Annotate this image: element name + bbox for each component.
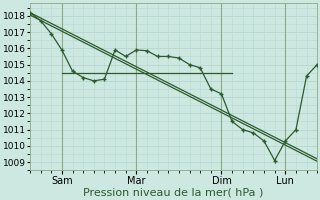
X-axis label: Pression niveau de la mer( hPa ): Pression niveau de la mer( hPa ) bbox=[84, 187, 264, 197]
